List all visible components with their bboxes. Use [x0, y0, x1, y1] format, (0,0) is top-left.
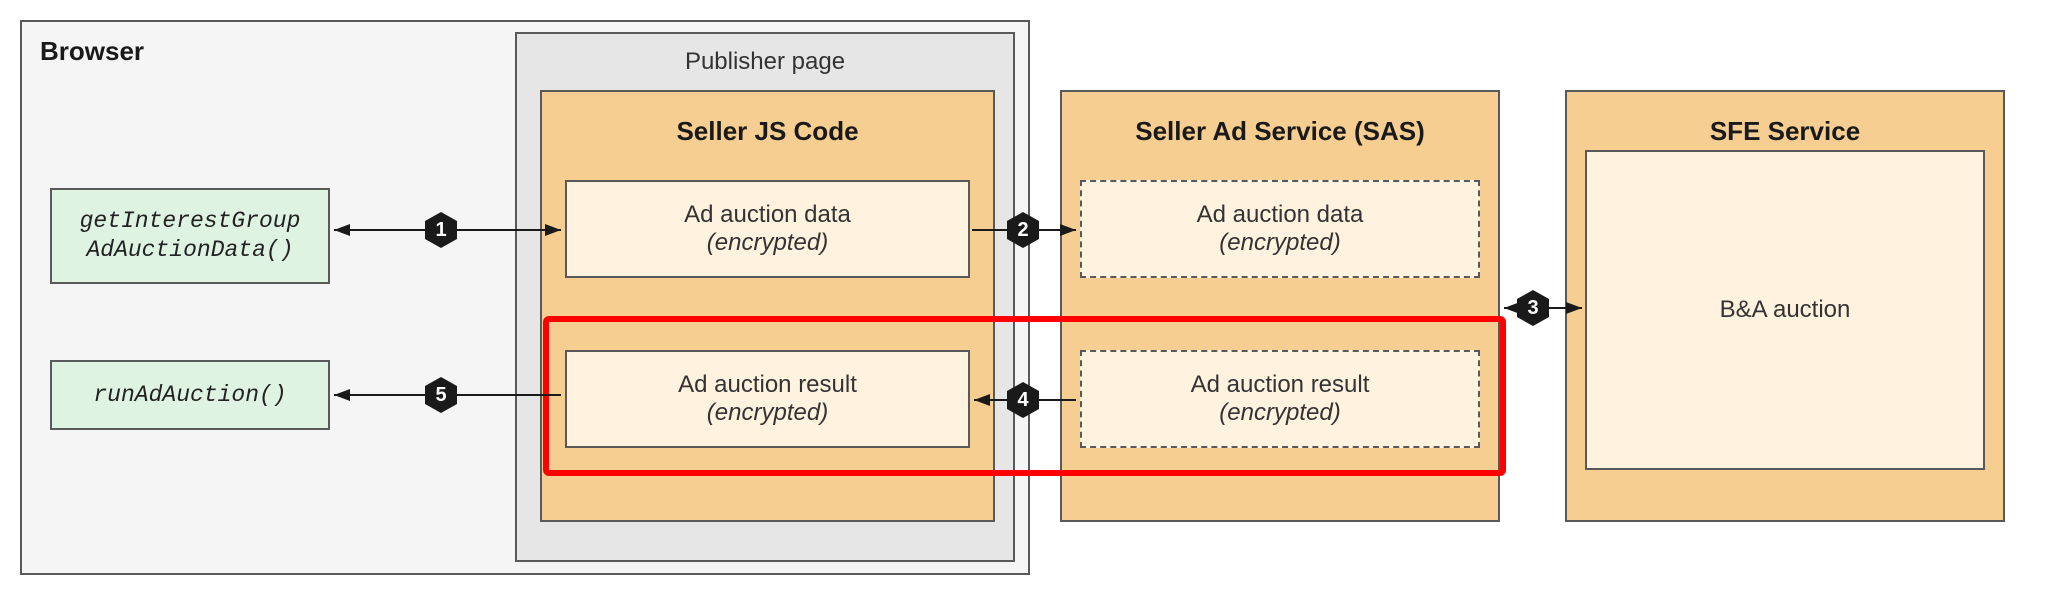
hex-1: 1: [422, 211, 460, 249]
sas-data-l1: Ad auction data: [1197, 201, 1364, 229]
seller-js-title: Seller JS Code: [542, 116, 993, 147]
api-run-label: runAdAuction(): [93, 381, 286, 410]
hex-4: 4: [1004, 381, 1042, 419]
sas-auction-data: Ad auction data (encrypted): [1080, 180, 1480, 278]
api-get-data-label: getInterestGroup AdAuctionData(): [80, 207, 301, 265]
api-get-interest-group: getInterestGroup AdAuctionData(): [50, 188, 330, 284]
browser-title: Browser: [40, 36, 144, 67]
hex-5: 5: [422, 376, 460, 414]
hex-3: 3: [1514, 289, 1552, 327]
sas-data-l2: (encrypted): [1219, 229, 1340, 257]
ba-auction-box: B&A auction: [1585, 150, 1985, 470]
publisher-title: Publisher page: [517, 48, 1013, 76]
sfe-title: SFE Service: [1567, 116, 2003, 147]
api-run-ad-auction: runAdAuction(): [50, 360, 330, 430]
sj-data-l2: (encrypted): [707, 229, 828, 257]
sj-data-l1: Ad auction data: [684, 201, 851, 229]
ba-auction-label: B&A auction: [1720, 296, 1851, 324]
hex-2: 2: [1004, 211, 1042, 249]
diagram-root: Browser Publisher page Seller JS Code Se…: [20, 20, 2028, 580]
seller-js-auction-data: Ad auction data (encrypted): [565, 180, 970, 278]
sas-title: Seller Ad Service (SAS): [1062, 116, 1498, 147]
